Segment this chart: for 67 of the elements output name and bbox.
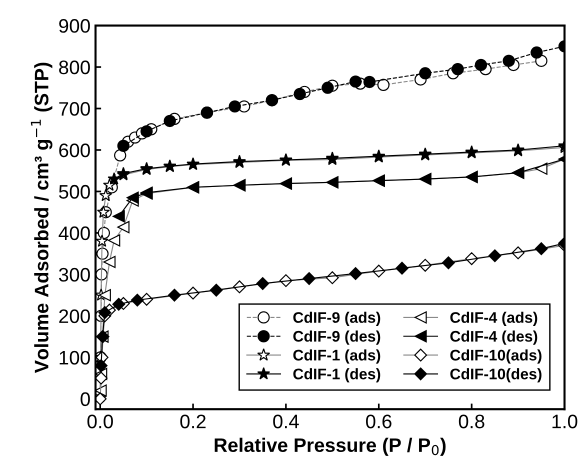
point	[210, 284, 223, 297]
y-axis-title: Volume Adsorbed / cm³ g$^{−1}$ (STP)	[30, 62, 52, 374]
point	[442, 256, 455, 270]
point	[396, 262, 408, 275]
point	[488, 249, 502, 262]
legend-label: CdIF-1 (des)	[293, 368, 380, 382]
y-tick-label: 0	[80, 392, 90, 406]
point	[98, 289, 111, 302]
point	[302, 272, 316, 286]
point	[502, 54, 515, 67]
point	[126, 192, 139, 204]
y-tick-label: 400	[58, 226, 90, 240]
y-tick-label: 300	[58, 268, 90, 282]
x-tick-label: 0.8	[458, 414, 484, 428]
point	[108, 234, 120, 247]
point	[377, 78, 390, 91]
point	[256, 277, 270, 290]
legend-label: CdIF-9 (des)	[293, 330, 380, 345]
x-tick-label: 0.4	[273, 414, 299, 428]
point	[164, 114, 176, 128]
x-axis-title: Relative Pressure (P / P$_{0}$)	[214, 438, 446, 456]
point	[534, 242, 548, 256]
y-tick-label: 200	[59, 309, 90, 324]
point	[530, 46, 543, 59]
point	[112, 298, 126, 311]
point	[96, 384, 107, 397]
point	[102, 178, 116, 191]
x-tick-label: 0.0	[87, 414, 113, 428]
point	[108, 172, 121, 185]
point	[96, 372, 108, 385]
y-tick-label: 900	[59, 19, 90, 33]
point	[117, 221, 130, 234]
point	[452, 63, 464, 76]
point	[140, 125, 153, 138]
y-tick-label: 800	[59, 60, 90, 74]
legend-label: CdIF-9 (ads)	[293, 312, 380, 326]
x-tick-label: 0.2	[180, 414, 206, 428]
legend-label: CdIF-10(des)	[450, 368, 542, 382]
y-tick-label: 100	[60, 350, 90, 365]
legend-label: CdIF-1 (ads)	[293, 349, 380, 364]
point	[294, 88, 306, 100]
legend-label: CdIF-4 (ads)	[450, 312, 538, 326]
x-tick-label: 1.0	[552, 414, 578, 428]
y-tick-label: 500	[59, 184, 90, 199]
point	[322, 82, 334, 94]
point	[96, 205, 110, 218]
point	[96, 234, 109, 247]
point	[112, 210, 125, 222]
point	[130, 294, 144, 307]
y-tick-label: 600	[59, 143, 90, 158]
x-tick-label: 0.6	[366, 414, 392, 428]
point	[363, 76, 376, 88]
point	[168, 288, 181, 302]
point	[419, 67, 432, 80]
point	[228, 100, 241, 113]
point	[98, 306, 112, 320]
point	[349, 267, 362, 280]
legend-label: CdIF-4 (des)	[450, 330, 538, 345]
y-tick-label: 700	[59, 102, 90, 116]
point	[103, 256, 116, 268]
point	[99, 188, 112, 202]
point	[117, 140, 130, 152]
point	[114, 149, 126, 162]
legend-label: CdIF-10(ads)	[450, 349, 542, 364]
point	[96, 359, 108, 372]
point	[349, 75, 362, 88]
point	[474, 58, 488, 72]
